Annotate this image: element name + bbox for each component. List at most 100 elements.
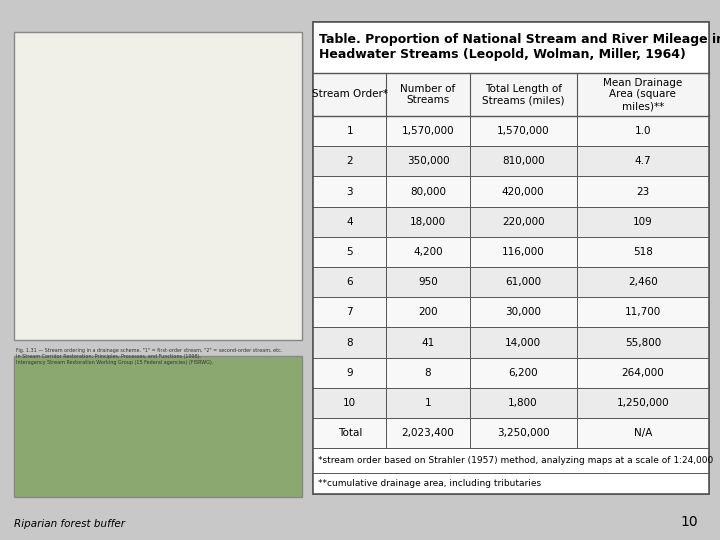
Text: 18,000: 18,000 [410,217,446,227]
Bar [387,237,469,267]
Text: 30,000: 30,000 [505,307,541,318]
Bar [577,237,709,267]
Bar [313,237,387,267]
Text: 8: 8 [425,368,431,377]
Bar [577,297,709,327]
Bar [313,116,387,146]
Bar [469,207,577,237]
Text: 810,000: 810,000 [502,157,544,166]
Bar [469,388,577,418]
Bar [387,388,469,418]
Text: 116,000: 116,000 [502,247,544,257]
Bar [313,388,387,418]
Bar [469,116,577,146]
Bar [469,297,577,327]
Bar [577,357,709,388]
Bar [313,418,387,448]
Text: 4,200: 4,200 [413,247,443,257]
Text: 5: 5 [346,247,353,257]
Bar [577,177,709,207]
Text: 8: 8 [346,338,353,348]
Bar [469,73,577,116]
Bar [387,207,469,237]
Text: 4: 4 [346,217,353,227]
Text: 7: 7 [346,307,353,318]
Bar [313,472,709,494]
Bar [577,207,709,237]
Bar [387,73,469,116]
Text: 80,000: 80,000 [410,187,446,197]
Bar [313,22,709,494]
Text: 350,000: 350,000 [407,157,449,166]
Text: 2,023,400: 2,023,400 [402,428,454,438]
Bar [313,448,709,472]
Text: 3,250,000: 3,250,000 [497,428,549,438]
Text: 6,200: 6,200 [508,368,538,377]
Bar [14,32,302,340]
Text: 1,250,000: 1,250,000 [616,398,669,408]
Text: 1.0: 1.0 [634,126,651,136]
Text: *stream order based on Strahler (1957) method, analyzing maps at a scale of 1:24: *stream order based on Strahler (1957) m… [318,456,713,465]
Bar [387,327,469,357]
Bar [577,146,709,177]
Bar [469,146,577,177]
Text: 4.7: 4.7 [634,157,651,166]
Text: 11,700: 11,700 [625,307,661,318]
Bar [387,418,469,448]
Text: 420,000: 420,000 [502,187,544,197]
Text: 109: 109 [633,217,653,227]
Bar [577,327,709,357]
Text: N/A: N/A [634,428,652,438]
Text: 55,800: 55,800 [625,338,661,348]
Bar [387,177,469,207]
Bar [577,73,709,116]
Bar [313,267,387,297]
Bar [387,357,469,388]
Text: Stream Order*: Stream Order* [312,90,388,99]
Bar [14,356,302,497]
Text: Total: Total [338,428,362,438]
Text: Table. Proportion of National Stream and River Mileage in
Headwater Streams (Leo: Table. Proportion of National Stream and… [319,33,720,61]
Text: 41: 41 [421,338,435,348]
Text: 220,000: 220,000 [502,217,544,227]
Bar [469,418,577,448]
Bar [0,0,306,540]
Bar [577,116,709,146]
Bar [313,327,387,357]
Text: Number of
Streams: Number of Streams [400,84,456,105]
Text: 950: 950 [418,277,438,287]
Bar [313,357,387,388]
Bar [469,267,577,297]
Text: 200: 200 [418,307,438,318]
Bar [313,177,387,207]
Bar [387,267,469,297]
Bar [313,22,709,73]
Text: Total Length of
Streams (miles): Total Length of Streams (miles) [482,84,564,105]
Text: 14,000: 14,000 [505,338,541,348]
Bar [313,297,387,327]
Text: 518: 518 [633,247,653,257]
Text: 1,570,000: 1,570,000 [497,126,549,136]
Text: 1,570,000: 1,570,000 [402,126,454,136]
Bar [313,207,387,237]
Bar [313,22,709,494]
Text: 10: 10 [681,515,698,529]
Text: 10: 10 [343,398,356,408]
Bar [469,237,577,267]
Text: Fig. 1.31 — Stream ordering in a drainage scheme. "1" = first-order stream, "2" : Fig. 1.31 — Stream ordering in a drainag… [16,348,282,365]
Text: 9: 9 [346,368,353,377]
Text: 3: 3 [346,187,353,197]
Bar [313,73,387,116]
Bar [387,146,469,177]
Bar [577,267,709,297]
Text: 6: 6 [346,277,353,287]
Text: 264,000: 264,000 [621,368,665,377]
Bar [313,146,387,177]
Text: Riparian forest buffer: Riparian forest buffer [14,519,125,529]
Text: Mean Drainage
Area (square
miles)**: Mean Drainage Area (square miles)** [603,78,683,111]
Text: **cumulative drainage area, including tributaries: **cumulative drainage area, including tr… [318,479,541,488]
Bar [387,116,469,146]
Text: 2: 2 [346,157,353,166]
Bar [387,297,469,327]
Text: 1: 1 [346,126,353,136]
